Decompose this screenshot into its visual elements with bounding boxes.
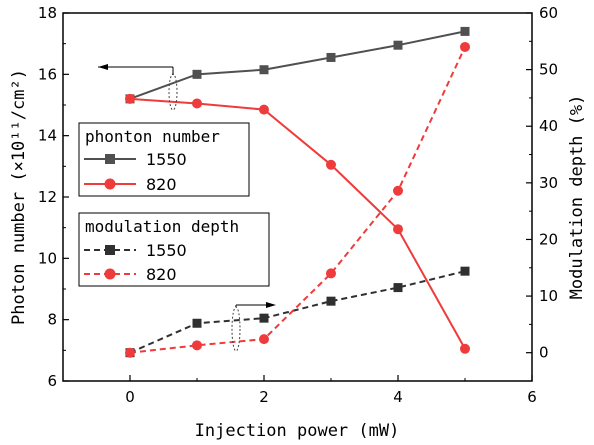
x-tick-label: 6 bbox=[527, 388, 537, 406]
left-y-axis-ticks: 6 8 10 12 14 16 18 bbox=[38, 4, 69, 390]
legend-label-1550: 1550 bbox=[146, 150, 187, 169]
legend-title: modulation depth bbox=[85, 217, 239, 236]
data-point-circle bbox=[259, 104, 269, 115]
right-y-tick-label: 0 bbox=[539, 344, 549, 362]
legend-modulation-depth: modulation depth 1550 820 bbox=[78, 212, 270, 287]
left-y-tick-label: 8 bbox=[47, 311, 57, 329]
series-line bbox=[129, 30, 466, 100]
right-y-tick-label: 60 bbox=[539, 4, 558, 22]
right-y-tick-label: 20 bbox=[539, 230, 558, 248]
data-point-circle bbox=[259, 334, 269, 345]
data-point-circle bbox=[393, 185, 403, 196]
arrow-left-icon bbox=[98, 64, 108, 70]
data-point-circle bbox=[326, 159, 336, 170]
left-axis-annotation bbox=[98, 64, 178, 111]
left-y-tick-label: 18 bbox=[38, 4, 57, 22]
data-point-square bbox=[460, 26, 470, 36]
data-point-square bbox=[393, 283, 403, 293]
left-y-axis-title: Photon number (×10¹¹/cm²) bbox=[9, 69, 29, 325]
legend-marker-circle bbox=[104, 268, 116, 280]
series-line bbox=[129, 46, 466, 354]
data-point-circle bbox=[393, 224, 403, 235]
x-axis-title: Injection power (mW) bbox=[195, 421, 400, 441]
data-point-square bbox=[259, 313, 269, 323]
x-tick-label: 4 bbox=[393, 388, 403, 406]
series-phonton-number-1550 bbox=[125, 26, 470, 104]
right-y-axis-title: Modulation depth (%) bbox=[567, 95, 587, 300]
x-axis-ticks: 0 2 4 6 bbox=[62, 375, 537, 406]
series-phonton-number-820 bbox=[125, 93, 470, 354]
left-y-tick-label: 16 bbox=[38, 65, 57, 83]
left-y-tick-label: 6 bbox=[47, 372, 57, 390]
right-y-tick-label: 40 bbox=[539, 117, 558, 135]
series-line bbox=[129, 270, 466, 354]
legend-photon-number: phonton number 1550 820 bbox=[78, 122, 250, 197]
data-point-square bbox=[259, 65, 269, 75]
plot-frame bbox=[62, 12, 533, 382]
legend-label-820: 820 bbox=[146, 175, 177, 194]
data-point-square bbox=[393, 40, 403, 50]
legend-label-1550: 1550 bbox=[146, 241, 187, 260]
right-y-tick-label: 10 bbox=[539, 287, 558, 305]
legend-marker-square bbox=[105, 154, 115, 164]
arrow-right-icon bbox=[266, 302, 276, 308]
series-modulation-depth-820 bbox=[125, 41, 470, 358]
right-y-axis-ticks: 0 10 20 30 40 50 60 bbox=[526, 4, 558, 362]
data-point-circle bbox=[125, 93, 135, 104]
data-point-circle bbox=[326, 268, 336, 279]
x-tick-label: 2 bbox=[259, 388, 269, 406]
data-point-circle bbox=[460, 343, 470, 354]
right-axis-annotation bbox=[231, 302, 276, 352]
right-y-tick-label: 50 bbox=[539, 61, 558, 79]
data-point-circle bbox=[125, 347, 135, 358]
left-y-tick-label: 14 bbox=[38, 127, 57, 145]
series-line bbox=[129, 97, 466, 350]
x-tick-label: 0 bbox=[125, 388, 135, 406]
data-point-square bbox=[192, 69, 202, 79]
data-point-square bbox=[326, 296, 336, 306]
series-layer bbox=[125, 26, 470, 358]
legend-title: phonton number bbox=[85, 127, 220, 146]
legend-marker-square bbox=[105, 245, 115, 255]
legend-marker-circle bbox=[104, 178, 116, 190]
left-y-tick-label: 10 bbox=[38, 249, 57, 267]
data-point-square bbox=[326, 52, 336, 62]
data-point-square bbox=[192, 318, 202, 328]
right-y-tick-label: 30 bbox=[539, 174, 558, 192]
legend-label-820: 820 bbox=[146, 265, 177, 284]
left-y-tick-label: 12 bbox=[38, 188, 57, 206]
data-point-circle bbox=[192, 340, 202, 351]
data-point-circle bbox=[192, 98, 202, 109]
data-point-circle bbox=[460, 41, 470, 52]
data-point-square bbox=[460, 266, 470, 276]
